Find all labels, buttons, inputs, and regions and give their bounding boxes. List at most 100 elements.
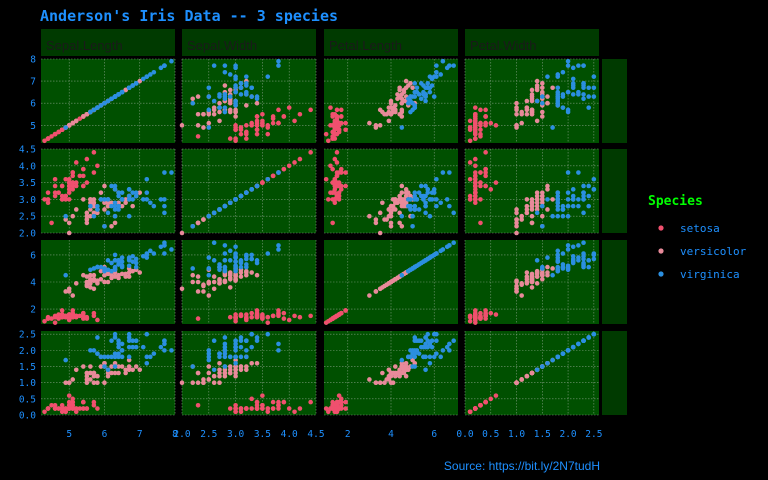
data-point-virginica (88, 203, 93, 209)
data-point-virginica (423, 203, 428, 209)
data-point-virginica (434, 197, 439, 202)
data-point-virginica (244, 348, 249, 353)
y-tick-label: 4.5 (19, 145, 36, 156)
data-point-virginica (112, 351, 118, 356)
data-point-versicolor (91, 203, 97, 209)
data-point-virginica (112, 331, 118, 337)
data-point-setosa (297, 314, 303, 320)
data-point-virginica (591, 251, 597, 256)
data-point-virginica (399, 125, 405, 130)
data-point-versicolor (377, 380, 383, 385)
data-point-virginica (412, 335, 418, 340)
data-point-virginica (102, 364, 107, 369)
data-point-virginica (116, 351, 121, 356)
data-point-virginica (429, 253, 435, 259)
data-point-virginica (91, 348, 97, 353)
data-point-versicolor (529, 107, 535, 113)
data-point-setosa (260, 111, 265, 117)
data-point-setosa (292, 118, 297, 124)
strip-right-bg (602, 59, 627, 143)
data-point-virginica (425, 85, 431, 91)
data-point-setosa (195, 134, 201, 139)
data-point-versicolor (399, 200, 405, 206)
strip-top-pl: Petal.Length (324, 29, 458, 56)
data-point-virginica (233, 361, 238, 366)
data-point-virginica (427, 74, 433, 79)
data-point-virginica (534, 258, 540, 263)
data-point-setosa (81, 399, 86, 405)
y-tick-label: 4.0 (19, 161, 36, 172)
data-point-versicolor (545, 207, 550, 212)
data-point-versicolor (137, 367, 143, 373)
data-point-virginica (102, 268, 107, 274)
data-point-setosa (244, 406, 249, 411)
data-point-setosa (233, 123, 238, 128)
data-point-virginica (570, 85, 576, 91)
data-point-virginica (112, 258, 118, 263)
y-tick-label: 0.5 (19, 394, 36, 405)
data-point-versicolor (222, 373, 228, 379)
data-point-virginica (555, 207, 561, 212)
data-point-setosa (227, 314, 233, 320)
data-point-setosa (238, 409, 244, 415)
data-point-versicolor (201, 111, 206, 117)
data-point-virginica (206, 357, 212, 363)
data-point-virginica (222, 109, 228, 115)
data-point-virginica (102, 223, 107, 229)
data-point-virginica (158, 244, 164, 250)
data-point-virginica (211, 98, 217, 104)
data-point-setosa (332, 403, 338, 408)
data-point-versicolor (524, 197, 530, 202)
data-point-versicolor (105, 200, 111, 206)
data-point-virginica (126, 197, 132, 202)
data-point-setosa (330, 166, 335, 172)
data-point-virginica (249, 344, 254, 350)
data-point-versicolor (123, 367, 128, 373)
data-point-virginica (586, 258, 591, 263)
data-point-versicolor (403, 373, 409, 379)
data-point-setosa (326, 138, 331, 144)
data-point-virginica (227, 72, 233, 77)
data-point-virginica (116, 259, 121, 264)
legend-swatch-setosa (658, 225, 664, 231)
data-point-setosa (265, 314, 271, 320)
data-point-setosa (73, 313, 79, 319)
data-point-setosa (66, 403, 72, 408)
legend: Species setosa versicolor virginica (648, 194, 747, 281)
data-point-versicolor (206, 377, 212, 382)
data-point-versicolor (88, 285, 93, 290)
data-point-setosa (254, 127, 260, 133)
data-point-versicolor (373, 217, 379, 222)
data-point-versicolor (217, 361, 222, 366)
data-point-versicolor (233, 107, 238, 113)
data-point-versicolor (395, 200, 400, 206)
data-point-virginica (233, 338, 238, 343)
data-point-virginica (565, 243, 571, 248)
data-point-virginica (425, 256, 431, 262)
data-point-versicolor (390, 380, 396, 385)
panel-background (182, 59, 316, 143)
data-point-virginica (95, 264, 100, 270)
data-point-virginica (576, 341, 581, 347)
data-point-versicolor (217, 100, 222, 106)
data-point-virginica (431, 354, 437, 360)
data-point-virginica (423, 367, 428, 373)
data-point-versicolor (91, 278, 97, 283)
data-point-versicolor (514, 230, 519, 236)
data-point-virginica (222, 268, 228, 274)
data-point-virginica (427, 89, 433, 95)
data-point-versicolor (73, 207, 79, 212)
data-point-setosa (91, 170, 97, 175)
data-point-versicolor (233, 357, 238, 363)
data-point-setosa (66, 190, 72, 195)
legend-label-versicolor: versicolor (680, 245, 747, 258)
data-point-versicolor (534, 190, 540, 195)
data-point-versicolor (222, 367, 228, 373)
data-point-virginica (88, 348, 93, 353)
data-point-virginica (550, 272, 555, 278)
data-point-virginica (158, 197, 164, 202)
data-point-versicolor (397, 220, 402, 226)
data-point-virginica (591, 256, 597, 262)
data-point-setosa (233, 136, 238, 141)
